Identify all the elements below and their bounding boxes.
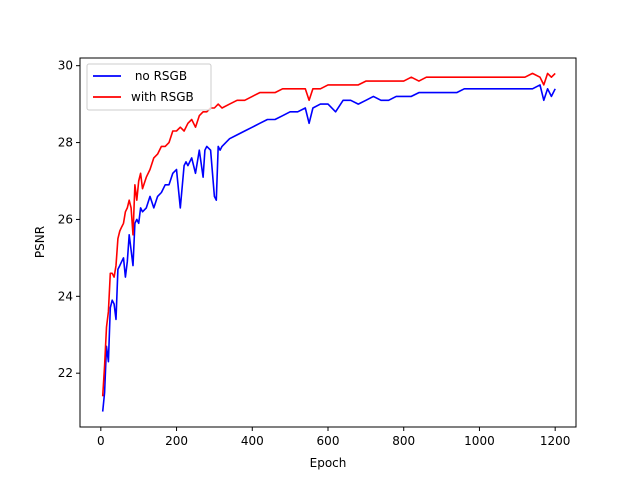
legend-label-with-rsgb: with RSGB [131,90,194,104]
x-tick-label: 600 [317,434,340,448]
y-tick-label: 22 [58,366,73,380]
y-axis-ticks: 22 24 26 28 30 [58,59,80,380]
x-tick-label: 0 [97,434,105,448]
x-tick-label: 800 [392,434,415,448]
plot-lines [101,72,556,412]
y-axis-label: PSNR [33,226,47,258]
x-tick-label: 1200 [540,434,571,448]
plot-frame [79,57,577,428]
y-tick-label: 28 [58,136,73,150]
legend-label-no-rsgb: no RSGB [131,69,187,83]
x-axis-label: Epoch [310,456,347,470]
x-tick-label: 1000 [464,434,495,448]
x-tick-label: 400 [241,434,264,448]
legend: no RSGB with RSGB [86,63,212,111]
series-line-with-rsgb [101,72,556,397]
y-tick-label: 24 [58,289,73,303]
series-line-no-rsgb [101,84,556,412]
x-tick-label: 200 [165,434,188,448]
x-axis-ticks: 0 200 400 600 800 1000 1200 [97,427,570,448]
y-tick-label: 30 [58,59,73,73]
y-tick-label: 26 [58,212,73,226]
